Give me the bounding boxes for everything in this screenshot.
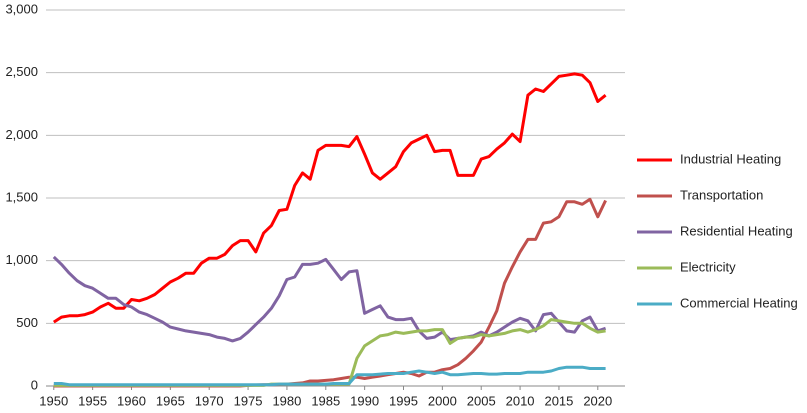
- legend-label: Transportation: [680, 187, 763, 202]
- x-tick-label: 1965: [156, 393, 185, 408]
- y-tick-label: 3,000: [5, 1, 38, 16]
- x-tick-label: 1975: [234, 393, 263, 408]
- x-tick-label: 1970: [195, 393, 224, 408]
- legend-label: Residential Heating: [680, 223, 793, 238]
- x-tick-label: 2000: [428, 393, 457, 408]
- x-tick-label: 1995: [389, 393, 418, 408]
- x-tick-label: 1980: [272, 393, 301, 408]
- y-tick-label: 500: [16, 315, 38, 330]
- x-tick-label: 2010: [506, 393, 535, 408]
- legend-label: Commercial Heating: [680, 295, 798, 310]
- legend-label: Electricity: [680, 259, 736, 274]
- legend-label: Industrial Heating: [680, 151, 781, 166]
- series-line: [53, 197, 607, 388]
- x-tick-label: 1955: [78, 393, 107, 408]
- series-line: [53, 365, 606, 387]
- x-tick-label: 1985: [311, 393, 340, 408]
- series-line: [52, 255, 607, 343]
- x-tick-label: 1950: [39, 393, 68, 408]
- x-tick-label: 1960: [117, 393, 146, 408]
- y-tick-label: 2,500: [5, 64, 38, 79]
- y-tick-label: 2,000: [5, 127, 38, 142]
- y-tick-label: 1,500: [5, 189, 38, 204]
- series-line: [52, 72, 607, 324]
- x-tick-label: 2015: [544, 393, 573, 408]
- x-tick-label: 1990: [350, 393, 379, 408]
- y-tick-label: 1,000: [5, 252, 38, 267]
- x-tick-label: 2005: [467, 393, 496, 408]
- x-tick-label: 2020: [583, 393, 612, 408]
- y-tick-label: 0: [31, 377, 38, 392]
- series-line: [53, 318, 606, 387]
